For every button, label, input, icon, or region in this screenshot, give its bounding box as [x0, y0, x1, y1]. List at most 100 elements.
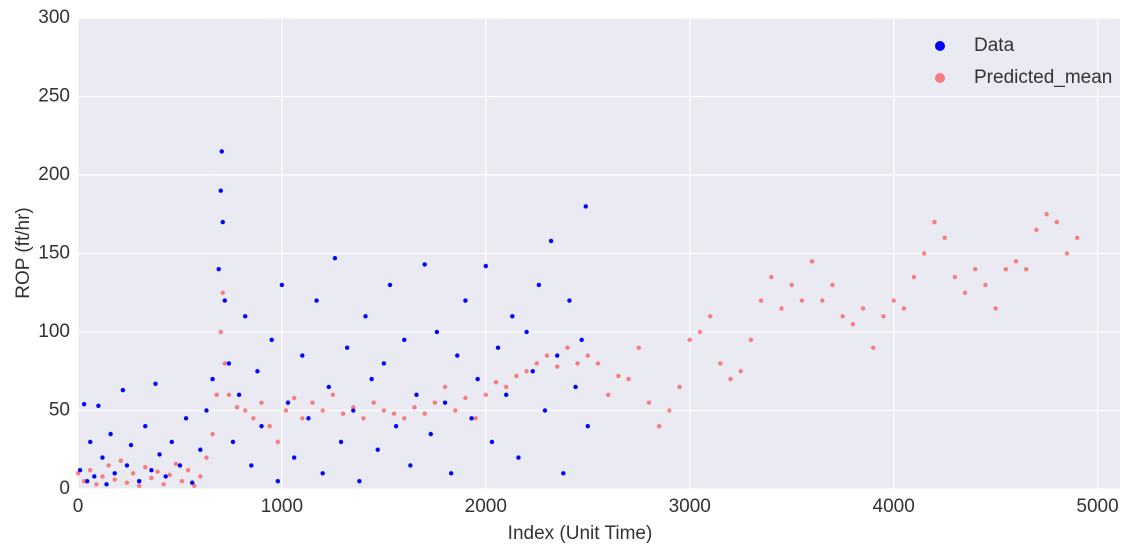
y-tick-label: 250 [38, 86, 70, 107]
point [222, 361, 228, 366]
point [192, 483, 197, 489]
point [428, 431, 433, 437]
point [381, 361, 387, 366]
point [96, 403, 101, 408]
point [375, 447, 380, 452]
point [275, 439, 281, 445]
point [473, 416, 478, 421]
point [561, 471, 566, 476]
point [291, 455, 297, 460]
point [962, 290, 968, 295]
series [75, 212, 1080, 489]
point [677, 384, 682, 390]
point [585, 353, 590, 358]
point [489, 439, 495, 445]
point [422, 411, 427, 416]
point [112, 471, 117, 476]
point [149, 467, 154, 473]
point [285, 400, 291, 405]
point [351, 408, 356, 413]
point [220, 290, 225, 295]
point [149, 475, 154, 481]
point [363, 314, 368, 319]
point [455, 353, 460, 358]
point [983, 282, 988, 288]
point [243, 408, 248, 413]
point [75, 471, 81, 476]
point [220, 219, 225, 225]
point [130, 471, 136, 476]
y-axis-label: ROP (ft/hr) [13, 207, 34, 299]
point [728, 376, 733, 382]
point [226, 361, 232, 366]
point [369, 376, 374, 382]
point [922, 251, 927, 256]
point [993, 306, 998, 311]
point [579, 337, 584, 343]
point [510, 314, 515, 319]
point [173, 461, 179, 467]
point [204, 455, 209, 460]
point [153, 381, 158, 387]
point [901, 306, 907, 311]
point [1054, 219, 1059, 225]
point [554, 353, 560, 358]
point [412, 405, 417, 410]
point [143, 464, 148, 470]
point [583, 204, 588, 209]
point [605, 392, 611, 397]
point [646, 400, 652, 405]
point [1034, 227, 1039, 233]
point [177, 463, 183, 468]
x-tick-label: 4000 [873, 496, 915, 517]
point [860, 306, 866, 311]
point [769, 274, 774, 280]
point [112, 477, 117, 482]
point [183, 416, 189, 421]
point [185, 467, 191, 473]
point [1003, 267, 1009, 272]
point [108, 431, 113, 437]
point [351, 405, 356, 410]
point [656, 424, 662, 429]
point [100, 455, 105, 460]
point [585, 424, 590, 429]
point [524, 329, 529, 335]
y-tick-label: 200 [38, 164, 70, 185]
point [167, 472, 172, 478]
point [198, 474, 203, 479]
point [226, 392, 232, 397]
point [124, 480, 130, 485]
x-tick-label: 2000 [465, 496, 507, 517]
point [463, 298, 468, 303]
point [758, 298, 764, 303]
point [77, 467, 83, 473]
point [575, 361, 580, 366]
point [554, 364, 560, 369]
point [255, 369, 260, 374]
point [871, 345, 876, 350]
point [667, 408, 672, 413]
x-tick-label: 5000 [1076, 496, 1118, 517]
point [157, 452, 162, 457]
point [687, 337, 692, 343]
point [179, 478, 185, 484]
point [344, 345, 350, 350]
point [81, 402, 87, 407]
point [544, 353, 550, 358]
point [697, 329, 703, 335]
point [204, 408, 209, 413]
y-tick-label: 0 [59, 478, 70, 499]
series [77, 149, 590, 487]
point [357, 478, 362, 484]
point [779, 306, 784, 311]
x-tick-label: 1000 [261, 496, 303, 517]
point [391, 411, 397, 416]
x-axis-label: Index (Unit Time) [508, 523, 653, 544]
point [483, 392, 489, 397]
point [269, 337, 274, 343]
point [1013, 259, 1019, 264]
point [469, 416, 474, 421]
point [81, 478, 87, 484]
point [236, 392, 242, 397]
